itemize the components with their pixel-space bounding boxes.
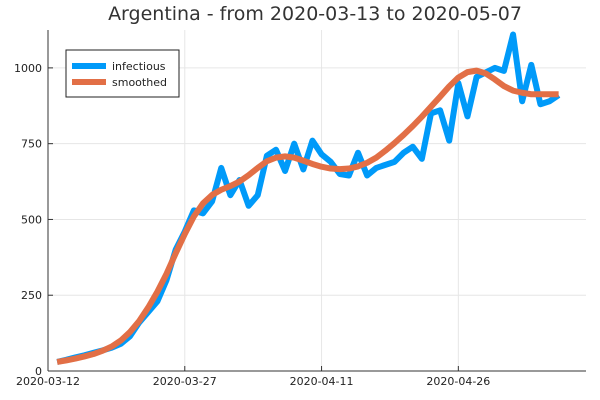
x-tick-label: 2020-04-11 — [290, 375, 354, 388]
legend-box — [65, 49, 180, 98]
axes: 2020-03-12 2020-03-27 2020-04-11 2020-04-26… — [14, 30, 586, 388]
legend: infectious smoothed — [65, 49, 180, 98]
series-lines — [56, 31, 561, 365]
y-tick-label: 250 — [21, 289, 42, 302]
chart-title: Argentina - from 2020-03-13 to 2020-05-0… — [108, 3, 522, 25]
series-line-smoothed — [56, 67, 559, 365]
y-tick-label: 500 — [21, 213, 42, 226]
y-tick-label: 750 — [21, 138, 42, 151]
y-tick-label: 1000 — [14, 62, 42, 75]
x-tick-label: 2020-03-12 — [16, 375, 80, 388]
y-tick-label: 0 — [35, 365, 42, 378]
legend-label-infectious: infectious — [112, 60, 166, 73]
x-tick-label: 2020-04-26 — [426, 375, 490, 388]
x-tick-label: 2020-03-27 — [153, 375, 217, 388]
legend-label-smoothed: smoothed — [112, 76, 167, 89]
